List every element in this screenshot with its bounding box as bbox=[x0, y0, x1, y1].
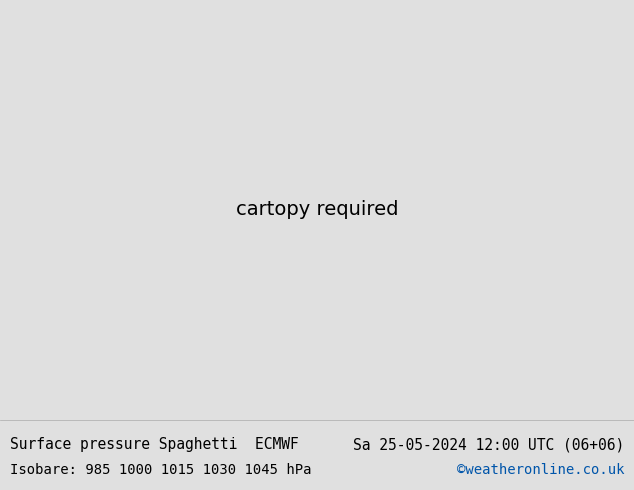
Text: ©weatheronline.co.uk: ©weatheronline.co.uk bbox=[457, 464, 624, 477]
Text: cartopy required: cartopy required bbox=[236, 200, 398, 220]
Text: Isobare: 985 1000 1015 1030 1045 hPa: Isobare: 985 1000 1015 1030 1045 hPa bbox=[10, 464, 311, 477]
Text: Sa 25-05-2024 12:00 UTC (06+06): Sa 25-05-2024 12:00 UTC (06+06) bbox=[353, 438, 624, 452]
Text: Surface pressure Spaghetti  ECMWF: Surface pressure Spaghetti ECMWF bbox=[10, 438, 298, 452]
